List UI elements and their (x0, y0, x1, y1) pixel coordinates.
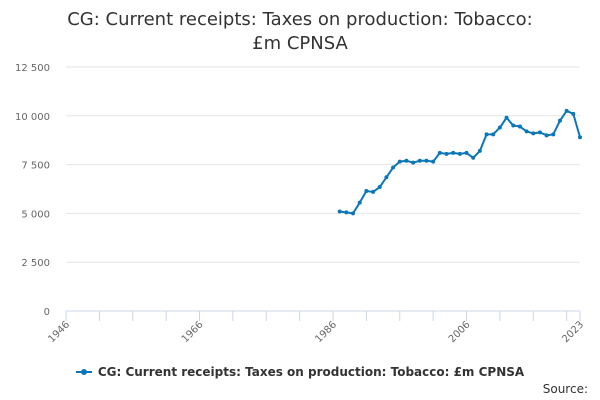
data-point[interactable] (524, 129, 529, 134)
series-line[interactable] (338, 109, 581, 215)
data-point[interactable] (537, 130, 542, 135)
data-point[interactable] (404, 158, 409, 163)
data-point[interactable] (391, 165, 396, 170)
data-point[interactable] (484, 132, 489, 137)
data-point[interactable] (457, 151, 462, 156)
y-tick-label: 10 000 (15, 112, 50, 123)
chart-title: CG: Current receipts: Taxes on productio… (67, 9, 533, 54)
x-tick-label: 1946 (46, 319, 72, 345)
data-point[interactable] (344, 210, 349, 215)
data-point[interactable] (357, 200, 362, 205)
data-point[interactable] (444, 151, 449, 156)
data-point[interactable] (477, 148, 482, 153)
y-tick-label: 12 500 (15, 63, 50, 74)
data-point[interactable] (351, 211, 356, 216)
data-point[interactable] (451, 150, 456, 155)
data-point[interactable] (504, 115, 509, 120)
grid-lines (66, 66, 580, 263)
series-layer (337, 108, 582, 216)
data-point[interactable] (431, 159, 436, 164)
y-tick-label: 7 500 (21, 161, 50, 172)
source-label: Source: (542, 382, 588, 396)
legend[interactable]: CG: Current receipts: Taxes on productio… (0, 365, 600, 380)
data-point[interactable] (571, 111, 576, 116)
y-axis: 0 2 500 5 000 7 500 10 000 12 500 (15, 63, 50, 318)
legend-item[interactable]: CG: Current receipts: Taxes on productio… (75, 365, 525, 379)
data-point[interactable] (337, 209, 342, 214)
data-point[interactable] (491, 132, 496, 137)
data-point[interactable] (411, 160, 416, 165)
data-point[interactable] (511, 123, 516, 128)
data-point[interactable] (531, 131, 536, 136)
y-tick-label: 0 (44, 307, 50, 318)
data-point[interactable] (364, 188, 369, 193)
data-point[interactable] (578, 135, 582, 140)
y-tick-label: 2 500 (21, 258, 50, 269)
data-point[interactable] (437, 150, 442, 155)
data-point[interactable] (377, 185, 382, 190)
data-point[interactable] (517, 124, 522, 129)
data-point[interactable] (564, 108, 569, 113)
data-point[interactable] (557, 118, 562, 123)
data-point[interactable] (551, 132, 556, 137)
data-point[interactable] (497, 125, 502, 130)
y-tick-label: 5 000 (21, 209, 50, 220)
data-point[interactable] (397, 159, 402, 164)
x-tick-label: 2006 (447, 319, 473, 345)
x-tick-label: 2023 (560, 319, 586, 345)
data-point[interactable] (371, 189, 376, 194)
data-point[interactable] (424, 158, 429, 163)
legend-swatch-icon (75, 367, 92, 377)
x-tick-label: 1986 (313, 319, 339, 345)
data-point[interactable] (384, 175, 389, 180)
x-tick-label: 1966 (180, 319, 206, 345)
data-point[interactable] (464, 150, 469, 155)
data-point[interactable] (544, 133, 549, 138)
data-point[interactable] (471, 155, 476, 160)
data-point[interactable] (417, 158, 422, 163)
x-axis: 1946 1966 1986 2006 2023 (46, 310, 586, 345)
legend-label: CG: Current receipts: Taxes on productio… (97, 365, 525, 379)
